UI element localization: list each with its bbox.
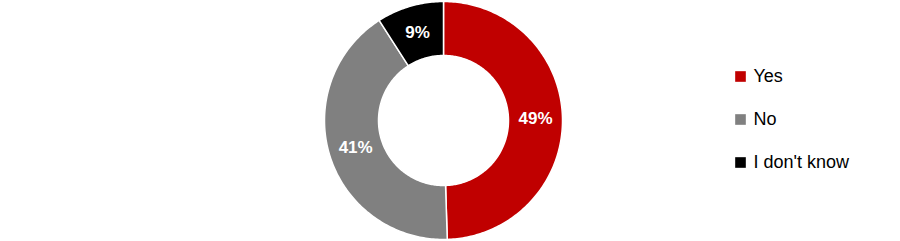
svg-text:No: No xyxy=(754,109,777,129)
svg-text:49%: 49% xyxy=(518,109,552,128)
svg-text:9%: 9% xyxy=(405,23,430,42)
svg-text:I don't know: I don't know xyxy=(754,152,850,172)
svg-text:Yes: Yes xyxy=(754,66,783,86)
svg-text:41%: 41% xyxy=(339,138,373,157)
